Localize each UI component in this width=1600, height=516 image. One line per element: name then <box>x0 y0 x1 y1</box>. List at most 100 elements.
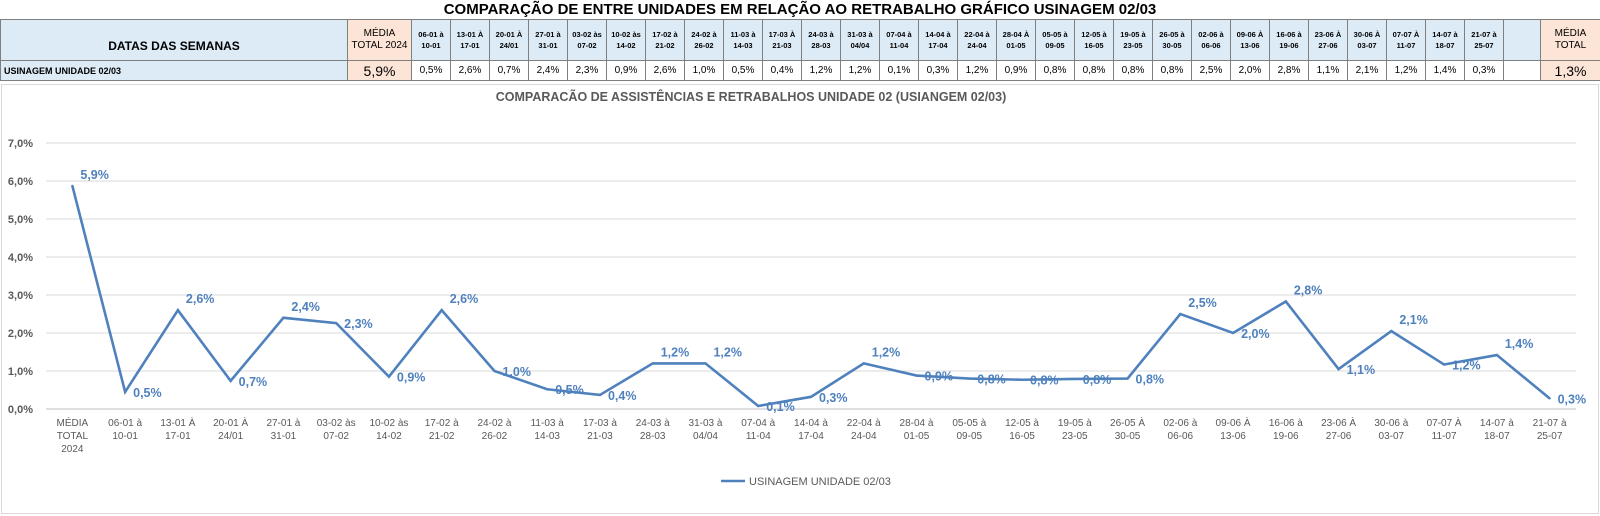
week-value: 1,2% <box>801 60 841 81</box>
week-header: 31-03 à 04/04 <box>840 19 880 61</box>
x-tick-label: 26-05 À 30-05 <box>1110 416 1145 442</box>
week-header: 26-05 à 30-05 <box>1152 19 1192 61</box>
data-label: 0,8% <box>1030 374 1059 388</box>
week-value: 2,1% <box>1347 60 1387 81</box>
data-label: 2,5% <box>1188 296 1217 310</box>
data-label: 1,2% <box>661 345 690 359</box>
data-label: 0,9% <box>925 370 954 384</box>
week-value: 0,1% <box>879 60 919 81</box>
week-value: 0,5% <box>411 60 451 81</box>
data-label: 1,2% <box>872 345 901 359</box>
week-header: 07-07 À 11-07 <box>1386 19 1426 61</box>
week-header: 22-04 à 24-04 <box>957 19 997 61</box>
data-label: 0,9% <box>397 371 426 385</box>
y-tick-label: 0,0% <box>8 404 33 416</box>
x-tick-label: 05-05 à 09-05 <box>952 418 986 442</box>
data-label: 1,0% <box>502 365 530 379</box>
chart-title: COMPARACÃO DE ASSISTÊNCIAS E RETRABALHOS… <box>496 89 1006 104</box>
week-value: 0,8% <box>1113 60 1153 81</box>
x-tick-label: 07-04 à 11-04 <box>741 418 775 442</box>
week-value: 0,8% <box>1152 60 1192 81</box>
week-value: 1,2% <box>840 60 880 81</box>
week-header: 14-07 à 18-07 <box>1425 19 1465 61</box>
x-tick-label: 24-03 à 28-03 <box>636 418 670 442</box>
x-tick-label: 21-07 à 25-07 <box>1533 418 1567 442</box>
data-point <box>546 388 549 391</box>
x-tick-label: 22-04 à 24-04 <box>847 418 881 442</box>
sheet-title: COMPARAÇÃO DE ENTRE UNIDADES EM RELAÇÃO … <box>443 1 1157 18</box>
x-tick-label: 06-01 à 10-01 <box>108 418 142 442</box>
x-tick-label: 17-02 à 21-02 <box>425 418 459 442</box>
data-point <box>862 362 865 365</box>
x-tick-label: 14-04 à 17-04 <box>794 418 828 442</box>
week-header: 12-05 à 16-05 <box>1074 19 1114 61</box>
data-point <box>1073 377 1076 381</box>
week-header: 30-06 À 03-07 <box>1347 19 1387 61</box>
data-label: 2,3% <box>344 317 373 331</box>
data-label: 0,5% <box>133 386 162 400</box>
data-point <box>1548 397 1551 400</box>
data-point <box>334 321 338 325</box>
y-tick-label: 6,0% <box>8 176 33 188</box>
week-value: 2,4% <box>528 60 568 81</box>
week-header: 06-01 à 10-01 <box>411 19 451 61</box>
week-header: 09-06 À 13-06 <box>1230 19 1270 61</box>
week-header: 17-03 À 21-03 <box>762 19 802 61</box>
week-value: 0,9% <box>996 60 1036 81</box>
week-header: 16-06 à 19-06 <box>1269 19 1309 61</box>
data-point <box>71 184 74 188</box>
week-header: 28-04 À 01-05 <box>996 19 1036 61</box>
data-label: 1,2% <box>713 345 742 359</box>
data-point <box>123 390 127 394</box>
week-header: 20-01 À 24/01 <box>489 19 529 61</box>
y-tick-label: 1,0% <box>8 366 33 378</box>
y-tick-label: 7,0% <box>8 138 33 150</box>
x-tick-label: 23-06 À 27-06 <box>1321 416 1356 442</box>
data-point <box>651 362 654 365</box>
x-tick-label: 02-06 à 06-06 <box>1163 418 1197 442</box>
x-tick-label: 30-06 à 03-07 <box>1374 418 1408 442</box>
data-label: 1,1% <box>1347 363 1376 377</box>
row-label: USINAGEM UNIDADE 02/03 <box>0 60 348 81</box>
week-value: 2,0% <box>1230 60 1270 81</box>
y-tick-label: 4,0% <box>8 252 33 264</box>
x-tick-label: 24-02 à 26-02 <box>477 418 511 442</box>
data-point <box>1337 367 1340 371</box>
data-label: 2,6% <box>450 292 479 306</box>
x-tick-label: 17-03 à 21-03 <box>583 418 617 442</box>
x-tick-label: 31-03 à 04/04 <box>689 418 723 442</box>
x-tick-label: 10-02 às 14-02 <box>369 418 408 442</box>
x-tick-label: 20-01 À 24/01 <box>213 416 248 442</box>
header-label: DATAS DAS SEMANAS <box>0 19 348 61</box>
data-label: 0,8% <box>977 373 1006 387</box>
y-tick-label: 5,0% <box>8 214 33 226</box>
data-point <box>1020 378 1024 381</box>
x-tick-label: 09-06 À 13-06 <box>1216 416 1251 442</box>
week-value: 0,7% <box>489 60 529 81</box>
week-value: 2,8% <box>1269 60 1309 81</box>
week-value: 1,2% <box>957 60 997 81</box>
data-label: 2,1% <box>1399 313 1428 327</box>
data-point <box>1179 312 1182 316</box>
y-tick-label: 2,0% <box>8 328 33 340</box>
week-value: 0,8% <box>1035 60 1075 81</box>
data-point <box>757 404 760 408</box>
week-value: 0,3% <box>918 60 958 81</box>
data-label: 0,8% <box>1136 373 1165 387</box>
data-label: 2,4% <box>291 300 320 314</box>
media-total-header: MÉDIA TOTAL <box>1540 19 1600 61</box>
chart-area: COMPARACÃO DE ASSISTÊNCIAS E RETRABALHOS… <box>1 84 1599 514</box>
x-tick-label: 27-01 à 31-01 <box>266 418 300 442</box>
x-tick-label: MÉDIA TOTAL 2024 <box>57 416 89 455</box>
week-header: 02-06 à 06-06 <box>1191 19 1231 61</box>
week-value: 0,5% <box>723 60 763 81</box>
week-header: 21-07 à 25-07 <box>1464 19 1504 61</box>
x-tick-label: 14-07 à 18-07 <box>1480 418 1514 442</box>
data-point <box>282 316 285 319</box>
week-header: 07-04 à 11-04 <box>879 19 919 61</box>
week-header: 05-05 à 09-05 <box>1035 19 1075 61</box>
week-header: 17-02 à 21-02 <box>645 19 685 61</box>
week-value: 1,4% <box>1425 60 1465 81</box>
